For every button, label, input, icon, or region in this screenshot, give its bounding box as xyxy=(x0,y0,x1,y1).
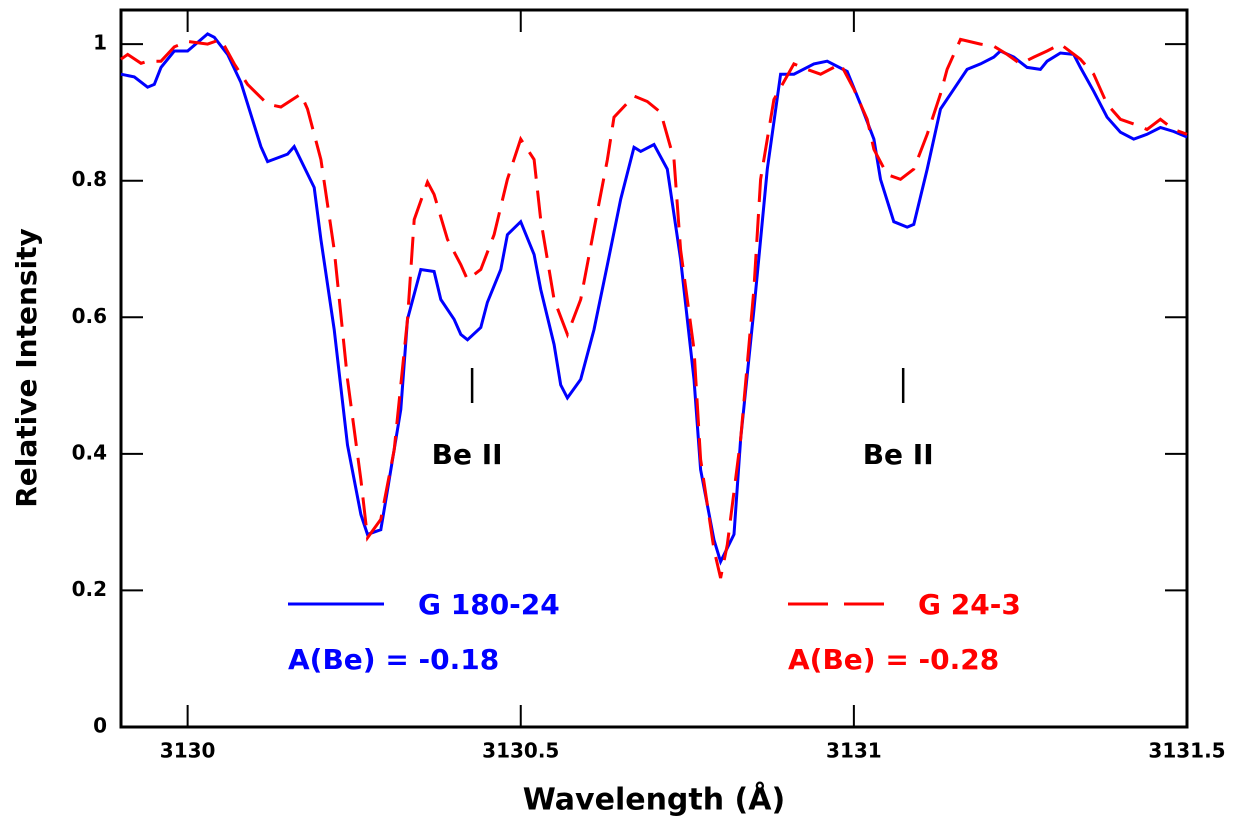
x-tick-label: 3130.5 xyxy=(482,739,559,763)
legend-label: G 24-3 xyxy=(918,588,1021,621)
legend-label: G 180-24 xyxy=(418,588,560,621)
x-tick-label: 3130 xyxy=(160,739,216,763)
plot-frame xyxy=(119,8,1189,729)
y-tick-label: 1 xyxy=(93,31,107,55)
series-line xyxy=(120,32,1188,566)
y-tick-label: 0.6 xyxy=(72,304,107,328)
legend-annotation: A(Be) = -0.18 xyxy=(288,643,499,676)
y-tick-label: 0 xyxy=(93,714,107,738)
x-axis-label: Wavelength (Å) xyxy=(523,781,785,818)
line-marker-label: Be II xyxy=(863,438,934,471)
y-axis-label: Relative Intensity xyxy=(10,228,43,508)
y-tick-label: 0.4 xyxy=(72,440,107,464)
line-marker-label: Be II xyxy=(432,438,503,471)
x-tick-label: 3131.5 xyxy=(1148,739,1225,763)
series-line xyxy=(120,37,1188,579)
legend-annotation: A(Be) = -0.28 xyxy=(788,643,999,676)
y-tick-label: 0.2 xyxy=(72,577,107,601)
x-tick-label: 3131 xyxy=(826,739,882,763)
y-tick-label: 0.8 xyxy=(72,167,107,191)
